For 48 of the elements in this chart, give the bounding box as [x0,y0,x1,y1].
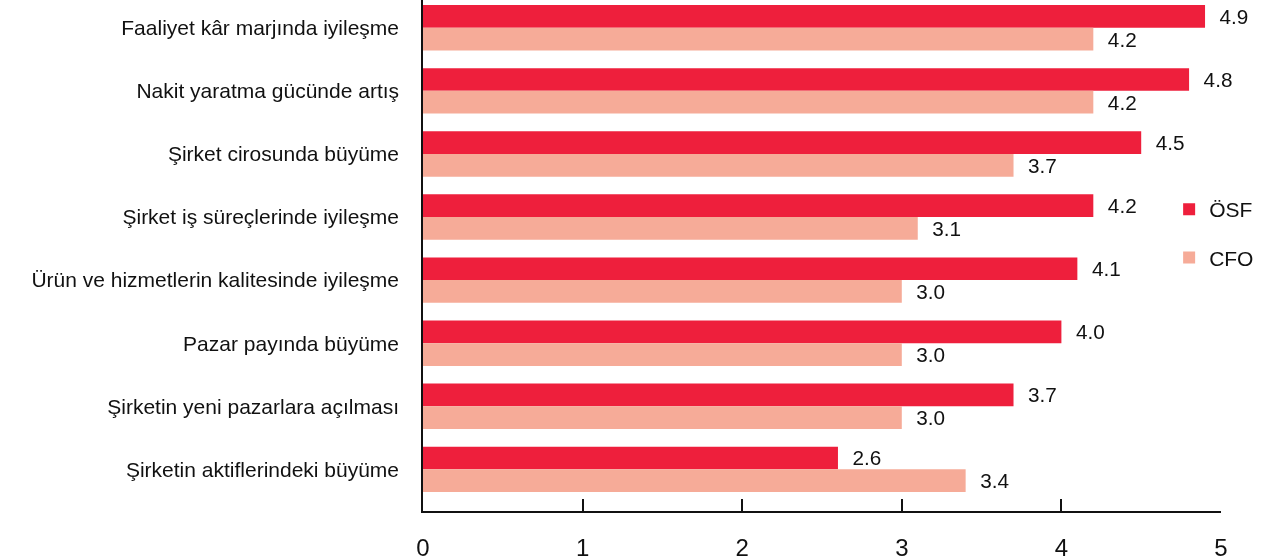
bar [423,406,902,429]
legend-label: CFO [1209,246,1254,270]
bar [423,217,918,240]
data-label: 4.5 [1144,130,1185,154]
y-tick-label: Şirket iş süreçlerinde iyileşme [122,205,400,229]
x-tick-label: 5 [1214,533,1228,558]
bar [423,320,1062,344]
y-tick-label: Nakit yaratma gücünde artış [136,79,400,103]
x-tick-label: 3 [895,533,909,558]
bar [423,257,1078,281]
data-label: 4.2 [1096,27,1137,51]
x-tick-label: 2 [735,533,749,558]
data-label: 4.2 [1096,194,1137,218]
data-label: 4.9 [1208,4,1249,28]
data-label: 3.0 [904,342,946,366]
bar [423,194,1094,218]
bar [423,90,1094,114]
y-tick-label: Ürün ve hizmetlerin kalitesinde iyileşme [31,268,400,292]
bar [423,469,966,493]
data-label: 3.0 [904,279,946,303]
data-label: 4.1 [1080,257,1121,281]
bar [423,5,1206,28]
y-tick-label: Şirketin aktiflerindeki büyüme [125,457,400,481]
bar [423,153,1014,177]
bar [423,131,1142,154]
x-tick-label: 0 [416,533,430,558]
bar [423,343,902,366]
bar [423,280,902,303]
y-tick-label: Pazar payında büyüme [183,331,400,355]
data-label: 3.4 [968,469,1009,493]
data-label: 4.2 [1096,90,1137,114]
data-label: 3.0 [904,406,946,430]
data-label: 3.7 [1016,153,1057,177]
legend-label: ÖSF [1209,198,1253,222]
data-label: 3.1 [920,216,962,240]
y-tick-label: Şirket cirosunda büyüme [167,142,400,166]
data-label: 3.7 [1016,383,1057,407]
y-tick-label: Faaliyet kâr marjında iyileşme [121,16,400,40]
data-label: 2.6 [840,446,882,470]
y-tick-label: Şirketin yeni pazarlara açılması [107,394,400,418]
data-label: 4.8 [1192,67,1233,91]
bar [423,383,1014,407]
x-tick-label: 4 [1054,533,1069,558]
bar [423,68,1190,91]
x-tick-label: 1 [575,533,590,558]
bar [423,27,1094,51]
bar [423,446,838,470]
data-label: 4.0 [1064,320,1105,344]
